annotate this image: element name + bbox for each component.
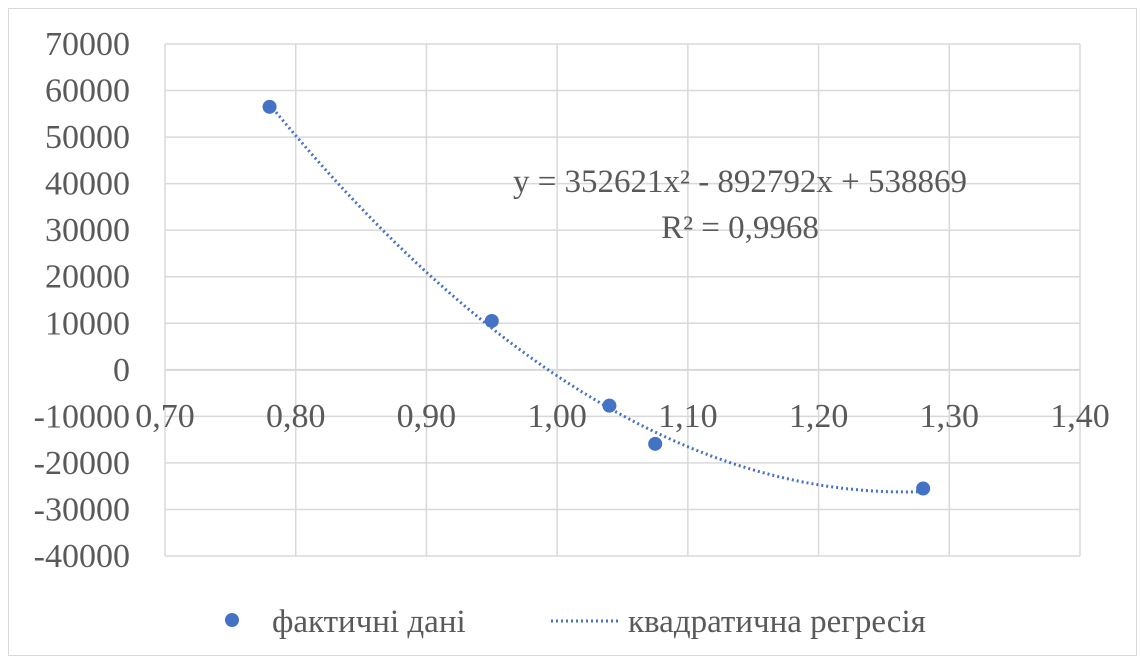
x-tick-label: 1,10 (658, 398, 718, 435)
x-tick-label: 0,80 (266, 398, 326, 435)
y-tick-label: -10000 (34, 398, 130, 435)
y-tick-label: 50000 (45, 119, 130, 156)
data-point (602, 398, 617, 413)
r-squared-label: R² = 0,9968 (661, 210, 819, 246)
y-tick-label: -30000 (34, 491, 130, 528)
data-point (648, 436, 663, 451)
y-tick-label: 70000 (45, 26, 130, 63)
regression-annotation: y = 352621x² - 892792x + 538869 R² = 0,9… (513, 164, 967, 246)
y-tick-label: 30000 (45, 212, 130, 249)
x-tick-label: 0,90 (397, 398, 457, 435)
y-tick-label: 10000 (45, 305, 130, 342)
legend-label-regression: квадратична регресія (628, 604, 926, 640)
legend-marker-dot (225, 613, 239, 627)
gridlines (164, 43, 1081, 557)
x-tick-label: 0,70 (135, 398, 195, 435)
y-tick-label: 40000 (45, 166, 130, 203)
x-tick-label: 1,20 (789, 398, 849, 435)
x-tick-label: 1,00 (527, 398, 587, 435)
data-points (262, 99, 931, 496)
legend-label-actual: фактичні дані (272, 604, 466, 640)
data-point (262, 99, 277, 114)
data-point (484, 313, 499, 328)
x-tick-label: 1,30 (920, 398, 980, 435)
y-tick-label: 60000 (45, 73, 130, 110)
data-point (916, 481, 931, 496)
y-tick-label: -40000 (34, 538, 130, 575)
y-tick-label: 20000 (45, 259, 130, 296)
tick-labels: 70000 60000 50000 40000 30000 20000 10000 0 -100… (34, 26, 1110, 575)
y-tick-label: -20000 (34, 445, 130, 482)
x-tick-label: 1,40 (1050, 398, 1110, 435)
y-tick-label: 0 (113, 352, 130, 389)
legend[interactable]: фактичні дані квадратична регресія (225, 604, 926, 640)
regression-equation: y = 352621x² - 892792x + 538869 (513, 164, 967, 200)
